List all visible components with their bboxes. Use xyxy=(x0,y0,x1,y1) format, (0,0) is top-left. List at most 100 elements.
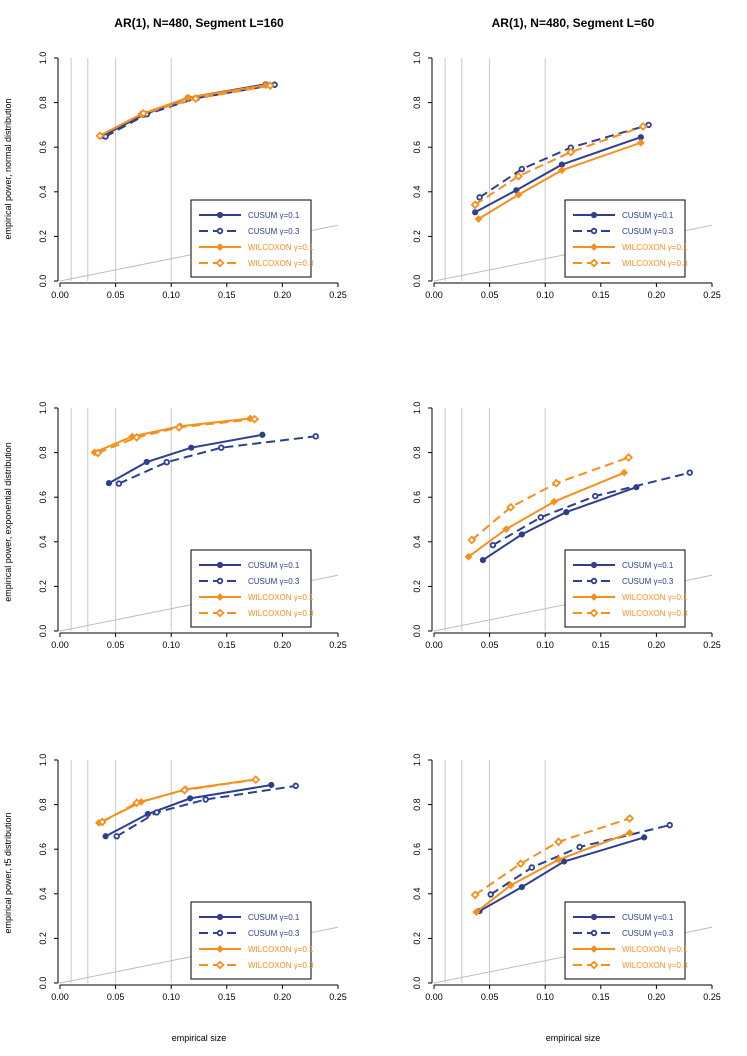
x-tick-label: 0.10 xyxy=(162,290,180,300)
legend-entry-label: WILCOXON γ=0.1 xyxy=(248,593,314,602)
y-tick-label: 0.2 xyxy=(412,230,422,243)
series-line xyxy=(482,486,637,561)
data-point xyxy=(518,884,525,891)
data-point xyxy=(113,833,120,840)
x-tick-label: 0.25 xyxy=(329,290,347,300)
x-tick-label: 0.20 xyxy=(274,640,292,650)
data-point xyxy=(467,535,477,545)
data-point xyxy=(183,93,192,102)
x-tick-label: 0.05 xyxy=(481,992,499,1002)
legend-entry-label: CUSUM γ=0.3 xyxy=(248,577,300,586)
data-point xyxy=(470,890,480,900)
y-tick-label: 0.4 xyxy=(38,536,48,549)
legend-marker xyxy=(216,913,224,921)
data-point xyxy=(97,817,107,827)
data-point xyxy=(557,166,566,175)
legend-marker xyxy=(590,593,598,601)
row-ylabel-1: empirical power, normal distribution xyxy=(3,98,13,239)
x-tick-label: 0.20 xyxy=(274,290,292,300)
data-point xyxy=(218,444,225,451)
panel-2: 0.00 0.05 0.10 0.15 0.20 0.25 0.0 0.2 0.4 0.6 0.8 1… xyxy=(412,52,721,300)
legend-marker xyxy=(216,929,224,937)
data-point xyxy=(528,864,536,871)
y-tick-label: 0.0 xyxy=(38,275,48,288)
legend-box xyxy=(564,199,686,278)
data-point xyxy=(464,552,473,561)
legend-marker xyxy=(215,608,225,618)
y-tick-label: 0.2 xyxy=(38,580,48,593)
data-point xyxy=(132,798,142,808)
data-point xyxy=(132,432,142,442)
data-point xyxy=(566,147,576,157)
y-tick-label: 1.0 xyxy=(38,402,48,415)
series-line xyxy=(471,456,629,541)
data-point xyxy=(143,458,150,466)
series-line xyxy=(475,831,631,913)
legend-entry-label: WILCOXON γ=0.3 xyxy=(622,609,688,618)
y-tick-label: 1.0 xyxy=(38,52,48,65)
legend-marker xyxy=(216,243,224,251)
legend: CUSUM γ=0.1 CUSUM γ=0.3 WILCOXON γ=0.1 WILC… xyxy=(564,901,688,980)
y-tick-label: 0.8 xyxy=(38,446,48,459)
legend-entry-label: WILCOXON γ=0.3 xyxy=(248,961,314,970)
legend-box xyxy=(564,901,686,980)
data-point xyxy=(312,433,319,440)
x-tick-label: 0.15 xyxy=(592,992,610,1002)
data-point xyxy=(474,215,483,223)
x-tick-label: 0.10 xyxy=(536,992,554,1002)
data-point xyxy=(686,469,693,476)
data-point xyxy=(518,531,525,538)
legend-marker xyxy=(589,608,599,618)
xlabel-left: empirical size xyxy=(172,1033,227,1043)
legend-marker xyxy=(216,945,224,953)
data-point xyxy=(554,837,564,847)
series-line xyxy=(479,836,645,912)
legend-entry-label: CUSUM γ=0.1 xyxy=(622,211,674,220)
data-point xyxy=(163,458,170,466)
data-point xyxy=(551,478,561,488)
legend-entry-label: CUSUM γ=0.3 xyxy=(248,227,300,236)
data-point xyxy=(479,556,487,564)
x-tick-label: 0.00 xyxy=(425,992,443,1002)
legend-marker xyxy=(590,227,598,235)
y-tick-label: 0.4 xyxy=(38,888,48,901)
y-tick-label: 0.6 xyxy=(38,843,48,856)
data-point xyxy=(624,453,634,462)
data-point xyxy=(487,891,494,898)
legend-marker xyxy=(589,258,599,268)
data-point xyxy=(537,514,544,521)
legend-entry-label: WILCOXON γ=0.3 xyxy=(622,259,688,268)
x-tick-label: 0.25 xyxy=(703,640,721,650)
data-point xyxy=(144,810,151,818)
x-tick-label: 0.00 xyxy=(425,640,443,650)
legend-entry-label: CUSUM γ=0.3 xyxy=(622,929,674,938)
data-point xyxy=(472,209,479,216)
x-tick-label: 0.05 xyxy=(481,290,499,300)
data-point xyxy=(250,414,260,424)
legend-marker xyxy=(590,243,598,251)
row-ylabel-3: empirical power, t5 distribution xyxy=(3,812,13,933)
y-tick-label: 0.4 xyxy=(412,888,422,901)
x-tick-label: 0.10 xyxy=(536,640,554,650)
legend-marker xyxy=(590,577,598,585)
legend: CUSUM γ=0.1 CUSUM γ=0.3 WILCOXON γ=0.1 WILC… xyxy=(190,901,314,980)
data-point xyxy=(153,809,160,816)
series-line xyxy=(474,125,644,206)
legend-entry-label: CUSUM γ=0.3 xyxy=(622,227,674,236)
y-tick-label: 1.0 xyxy=(412,402,422,415)
legend-entry-label: CUSUM γ=0.3 xyxy=(248,929,300,938)
legend-marker xyxy=(216,561,224,569)
data-point xyxy=(188,444,195,451)
legend-box xyxy=(190,901,312,980)
y-tick-label: 0.0 xyxy=(412,275,422,288)
legend-marker xyxy=(216,227,224,235)
y-tick-label: 0.6 xyxy=(412,491,422,504)
legend-entry-label: WILCOXON γ=0.1 xyxy=(248,243,314,252)
x-tick-label: 0.00 xyxy=(51,640,69,650)
data-point xyxy=(93,448,103,458)
series-line xyxy=(116,784,296,838)
series-line xyxy=(474,136,642,214)
series-line xyxy=(467,471,625,558)
data-point xyxy=(115,480,123,487)
